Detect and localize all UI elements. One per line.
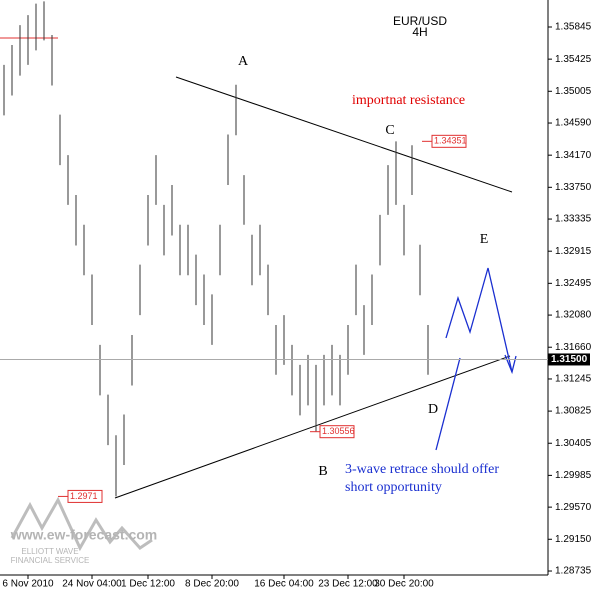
- annotation: 3-wave retrace should offer: [345, 462, 499, 477]
- projection-arrow: [504, 354, 517, 375]
- support-trendline: [114, 355, 511, 499]
- x-tick-label: 24 Nov 04:00: [62, 579, 122, 590]
- y-tick-label: 1.29570: [555, 502, 591, 513]
- x-tick-label: 8 Dec 20:00: [185, 579, 239, 590]
- x-tick-label: 1 Dec 12:00: [121, 579, 175, 590]
- wave-label: C: [385, 123, 394, 138]
- y-tick-label: 1.32495: [555, 278, 591, 289]
- note-arrow: [435, 357, 461, 451]
- y-tick-label: 1.34590: [555, 118, 591, 129]
- resistance-trendline: [175, 76, 513, 193]
- price-label: 1.30556: [322, 426, 355, 436]
- watermark-logo: [10, 496, 153, 552]
- chart-title: EUR/USD: [393, 14, 447, 28]
- x-tick-label: 6 Nov 2010: [2, 579, 54, 590]
- y-tick-label: 1.32915: [555, 246, 591, 257]
- y-tick-label: 1.35005: [555, 86, 591, 97]
- y-tick-label: 1.31660: [555, 342, 591, 353]
- wave-label: A: [238, 54, 249, 69]
- y-tick-label: 1.32080: [555, 310, 591, 321]
- watermark-text: FINANCIAL SERVICE: [11, 556, 90, 565]
- price-label-box: [431, 134, 467, 148]
- y-tick-label: 1.28735: [555, 566, 591, 577]
- chart-subtitle: 4H: [412, 25, 427, 39]
- current-price-label: 1.31500: [551, 354, 588, 365]
- x-tick-label: 16 Dec 04:00: [254, 579, 314, 590]
- wave-label: E: [480, 232, 489, 247]
- y-tick-label: 1.29150: [555, 534, 591, 545]
- wave-label: D: [428, 402, 438, 417]
- y-tick-label: 1.31245: [555, 374, 591, 385]
- y-tick-label: 1.30405: [555, 438, 591, 449]
- y-tick-label: 1.29985: [555, 470, 591, 481]
- projection-path: [445, 267, 513, 373]
- price-label-box: [319, 425, 355, 439]
- watermark-text: www.ew-forecast.com: [10, 527, 158, 543]
- y-tick-label: 1.33750: [555, 182, 591, 193]
- annotation: importnat resistance: [352, 93, 465, 108]
- y-tick-label: 1.30825: [555, 406, 591, 417]
- y-tick-label: 1.34170: [555, 150, 591, 161]
- y-tick-label: 1.35425: [555, 54, 591, 65]
- price-label: 1.34351: [434, 136, 467, 146]
- price-label-box: [67, 489, 103, 503]
- y-tick-label: 1.33335: [555, 214, 591, 225]
- watermark: www.ew-forecast.com ELLIOTT WAVE FINANCI…: [10, 496, 158, 565]
- x-tick-label: 23 Dec 12:00: [318, 579, 378, 590]
- price-label: 1.2971: [70, 491, 98, 501]
- wave-label: B: [318, 464, 327, 479]
- annotation: short opportunity: [345, 480, 442, 495]
- x-tick-label: 30 Dec 20:00: [374, 579, 434, 590]
- current-price-box: [548, 353, 590, 366]
- y-tick-label: 1.35845: [555, 22, 591, 33]
- watermark-text: ELLIOTT WAVE: [21, 547, 78, 556]
